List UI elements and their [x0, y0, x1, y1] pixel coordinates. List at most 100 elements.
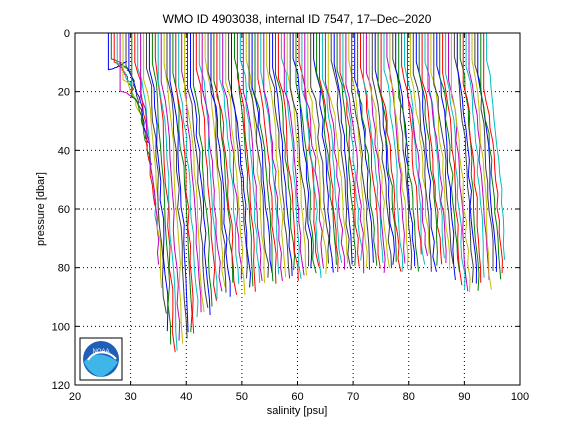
profile-line [266, 33, 287, 278]
profile-line [450, 33, 471, 293]
profile-line [292, 33, 313, 269]
profile-line [348, 33, 368, 268]
profile-line [175, 33, 195, 334]
profile-line [187, 33, 209, 308]
logo-text: NOAA [92, 349, 109, 355]
profile-line [280, 33, 302, 280]
profile-line [301, 33, 322, 278]
profile-line [160, 33, 181, 341]
profile-line [184, 33, 205, 313]
profile-line [321, 33, 343, 264]
y-tick-label: 80 [58, 263, 70, 275]
profile-line [486, 33, 506, 260]
profiles [107, 33, 506, 353]
profile-line [380, 33, 402, 272]
profile-line [269, 33, 291, 279]
profile-line [392, 33, 413, 271]
profile-line [439, 33, 460, 273]
profile-line [157, 33, 178, 351]
profile-line [424, 33, 445, 259]
x-tick-label: 50 [236, 391, 248, 403]
profile-line [248, 33, 270, 278]
profile-line [324, 33, 346, 270]
profile-line [465, 33, 485, 278]
x-axis: 20 30 40 50 60 70 80 90 100 [69, 33, 529, 403]
profile-line [178, 33, 199, 318]
noaa-logo: NOAA [79, 337, 123, 381]
profile-line [462, 33, 482, 283]
profile-line [480, 33, 502, 280]
profile-line [166, 33, 188, 339]
profile-line [146, 33, 167, 314]
profile-line [151, 33, 172, 345]
profile-line [143, 33, 162, 289]
profile-line [216, 33, 238, 295]
profile-line [169, 33, 189, 333]
profile-line [433, 33, 454, 264]
profile-line [386, 33, 406, 264]
profile-line [307, 33, 328, 274]
profile-line [190, 33, 211, 316]
x-tick-label: 60 [291, 391, 303, 403]
x-tick-label: 100 [511, 391, 529, 403]
profile-line [442, 33, 463, 286]
profile-line [418, 33, 438, 266]
profile-line [333, 33, 353, 265]
profile-line [201, 33, 223, 292]
x-axis-label: salinity [psu] [267, 405, 328, 417]
profile-line [148, 33, 169, 332]
profile-line [430, 33, 451, 270]
x-tick-label: 70 [347, 391, 359, 403]
profile-line [225, 33, 246, 295]
profile-line [336, 33, 357, 266]
y-tick-label: 100 [52, 321, 70, 333]
profile-line [459, 33, 480, 291]
profile-line [283, 33, 305, 276]
profile-line [310, 33, 330, 264]
profile-line [245, 33, 265, 283]
y-axis-label: pressure [dbar] [35, 172, 47, 246]
profile-line [445, 33, 466, 290]
profile-line [272, 33, 293, 277]
profile-line [319, 33, 339, 273]
profile-line [456, 33, 478, 284]
profile-line [345, 33, 365, 274]
y-tick-label: 60 [58, 204, 70, 216]
logo-arc [87, 351, 117, 361]
chart-title: WMO ID 4903038, internal ID 7547, 17–Dec… [163, 12, 432, 26]
y-tick-label: 120 [52, 380, 70, 392]
profile-line [389, 33, 409, 270]
profile-line [468, 33, 490, 280]
profile-line [377, 33, 397, 263]
profile-line [363, 33, 384, 264]
profile-line [471, 33, 492, 290]
profile-line [204, 33, 226, 288]
profile-line [181, 33, 202, 313]
profile-line [368, 33, 390, 268]
profile-line [254, 33, 274, 282]
profile-line [404, 33, 426, 265]
profile-line [407, 33, 428, 256]
profile-line [395, 33, 416, 267]
profile-line [140, 33, 160, 265]
x-tick-label: 30 [125, 391, 137, 403]
profile-line [409, 33, 430, 255]
profile-line [228, 33, 248, 279]
y-tick-label: 40 [58, 145, 70, 157]
profile-line [263, 33, 283, 281]
profile-line [210, 33, 231, 297]
profile-line [195, 33, 217, 301]
profile-line [483, 33, 503, 274]
profile-line [351, 33, 370, 270]
profile-line [342, 33, 363, 261]
profile-line [383, 33, 404, 272]
profile-line [128, 33, 149, 144]
profile-line [257, 33, 277, 284]
profile-line [239, 33, 261, 283]
profile-line [222, 33, 242, 280]
profile-line [260, 33, 280, 275]
logo-wave [84, 354, 118, 377]
profile-line [453, 33, 474, 283]
profile-line [427, 33, 447, 264]
